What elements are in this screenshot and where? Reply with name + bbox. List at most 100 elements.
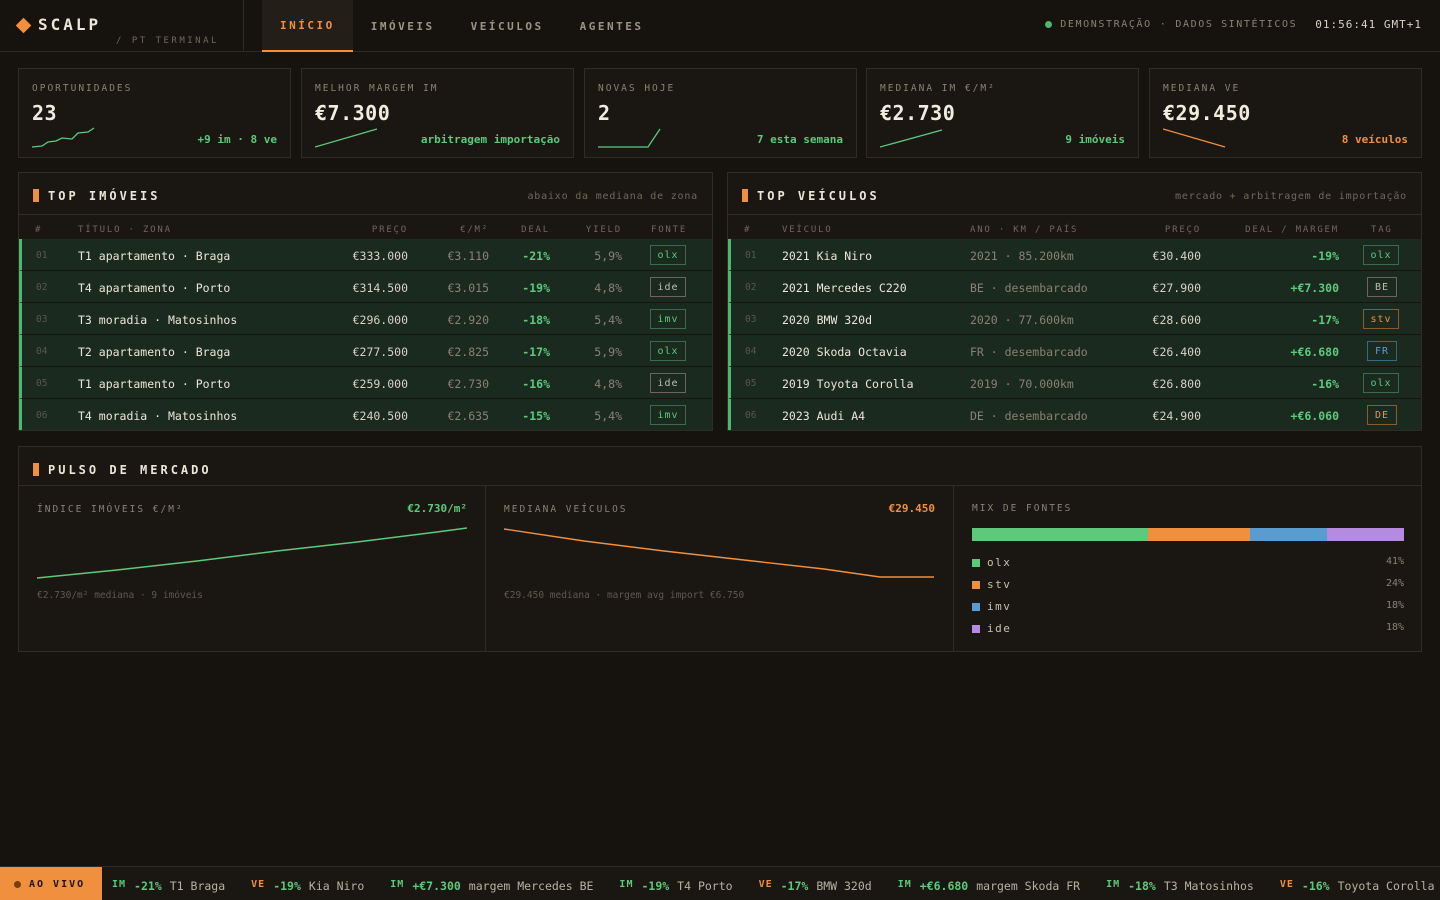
- ticker-item[interactable]: IM -18% T3 Matosinhos: [1106, 879, 1254, 893]
- brand-subtitle: / PT TERMINAL: [116, 36, 219, 46]
- row-deal: -15%: [522, 409, 550, 423]
- table-row[interactable]: 03 2020 BMW 320d 2020 · 77.600km €28.600…: [728, 303, 1421, 335]
- row-index: 02: [745, 282, 757, 293]
- ticker-value: -19%: [641, 879, 670, 893]
- row-price: €26.800: [1152, 377, 1201, 391]
- row-info: BE · desembarcado: [970, 281, 1088, 295]
- ticker-item[interactable]: VE -16% Toyota Corolla: [1280, 879, 1435, 893]
- ticker-kind: VE: [1279, 879, 1294, 890]
- kpi-value: 2: [598, 101, 611, 125]
- legend-pct: 24%: [1385, 578, 1404, 589]
- legend-name: imv: [987, 600, 1012, 613]
- country-tag: DE: [1367, 405, 1397, 425]
- table-row[interactable]: 04 T2 apartamento · Braga €277.500 €2.82…: [19, 335, 712, 367]
- row-index: 06: [36, 410, 48, 421]
- ticker-item[interactable]: VE -19% Kia Niro: [251, 879, 364, 893]
- row-m2: €2.635: [447, 409, 489, 423]
- tab-imoveis[interactable]: IMÓVEIS: [370, 19, 435, 33]
- ticker-item[interactable]: IM +€6.680 margem Skoda FR: [898, 879, 1080, 893]
- mix-segment-stv: [1148, 528, 1250, 541]
- row-index: 02: [36, 282, 48, 293]
- col-tag[interactable]: TAG: [1371, 225, 1393, 235]
- pulse-label: MIX DE FONTES: [972, 503, 1073, 514]
- panel-marker-icon: [33, 189, 39, 202]
- kpi-card-melhor-margem[interactable]: MELHOR MARGEM IM €7.300 arbitragem impor…: [301, 68, 574, 158]
- row-deal: +€6.060: [1290, 409, 1339, 423]
- row-price: €296.000: [352, 313, 408, 327]
- row-deal: -21%: [522, 249, 550, 263]
- ticker-item[interactable]: VE -17% BMW 320d: [759, 879, 872, 893]
- ticker-kind: IM: [112, 879, 127, 890]
- row-info: DE · desembarcado: [970, 409, 1088, 423]
- mix-segment-olx: [972, 528, 1148, 541]
- row-index: 05: [745, 378, 757, 389]
- ticker-track: IM -21% T1 Braga VE -19% Kia Niro IM +€7.300 m…: [112, 879, 1440, 893]
- table-row[interactable]: 04 2020 Skoda Octavia FR · desembarcado …: [728, 335, 1421, 367]
- panel-marker-icon: [33, 463, 39, 476]
- live-badge[interactable]: AO VIVO: [0, 867, 102, 900]
- table-row[interactable]: 01 2021 Kia Niro 2021 · 85.200km €30.400…: [728, 239, 1421, 271]
- kpi-card-oportunidades[interactable]: OPORTUNIDADES 23 +9 im · 8 ve: [18, 68, 291, 158]
- source-tag: ide: [650, 277, 686, 297]
- kpi-value: €7.300: [315, 101, 391, 125]
- row-title: 2020 Skoda Octavia: [782, 345, 907, 359]
- ticker-kind: IM: [619, 879, 634, 890]
- ticker-value: -19%: [273, 879, 301, 893]
- col-preco[interactable]: PREÇO: [1164, 225, 1201, 235]
- col-yield[interactable]: YIELD: [585, 225, 622, 235]
- col-titulo[interactable]: TÍTULO · ZONA: [78, 225, 172, 235]
- col-m2[interactable]: €/M²: [460, 225, 489, 235]
- col-ano-km-pais[interactable]: ANO · KM / PAÍS: [970, 225, 1079, 235]
- mix-legend-item: olx 41%: [972, 556, 1404, 570]
- kpi-note: 9 imóveis: [1065, 133, 1125, 146]
- col-fonte[interactable]: FONTE: [651, 225, 688, 235]
- kpi-note: +9 im · 8 ve: [197, 133, 277, 146]
- table-row[interactable]: 06 T4 moradia · Matosinhos €240.500 €2.6…: [19, 399, 712, 430]
- top-imoveis-panel: TOP IMÓVEIS abaixo da mediana de zona # …: [18, 172, 713, 431]
- source-tag: olx: [1363, 245, 1399, 265]
- brand[interactable]: SCALP / PT TERMINAL: [15, 0, 244, 52]
- source-tag: olx: [650, 341, 686, 361]
- mix-segment-ide: [1327, 528, 1404, 541]
- row-price: €277.500: [352, 345, 408, 359]
- row-info: 2019 · 70.000km: [970, 377, 1074, 391]
- col-preco[interactable]: PREÇO: [371, 225, 408, 235]
- col-veiculo[interactable]: VEÍCULO: [782, 225, 833, 235]
- kpi-card-mediana-ve[interactable]: MEDIANA VE €29.450 8 veículos: [1149, 68, 1422, 158]
- tab-inicio[interactable]: INÍCIO: [262, 0, 353, 52]
- table-row[interactable]: 01 T1 apartamento · Braga €333.000 €3.11…: [19, 239, 712, 271]
- row-yield: 5,4%: [594, 313, 622, 327]
- source-tag: imv: [650, 405, 686, 425]
- tab-veiculos[interactable]: VEÍCULOS: [470, 19, 544, 33]
- status-dot-icon: [1045, 21, 1053, 28]
- table-row[interactable]: 02 T4 apartamento · Porto €314.500 €3.01…: [19, 271, 712, 303]
- row-index: 04: [745, 346, 757, 357]
- table-row[interactable]: 06 2023 Audi A4 DE · desembarcado €24.90…: [728, 399, 1421, 430]
- col-deal-margem[interactable]: DEAL / MARGEM: [1245, 225, 1339, 235]
- panel-title: PULSO DE MERCADO: [48, 463, 212, 477]
- kpi-card-novas-hoje[interactable]: NOVAS HOJE 2 7 esta semana: [584, 68, 857, 158]
- pulse-veiculos: MEDIANA VEÍCULOS €29.450 €29.450 mediana…: [486, 485, 954, 651]
- row-title: T4 moradia · Matosinhos: [78, 409, 238, 423]
- tab-agentes[interactable]: AGENTES: [579, 19, 644, 33]
- table-row[interactable]: 05 T1 apartamento · Porto €259.000 €2.73…: [19, 367, 712, 399]
- kpi-card-mediana-im[interactable]: MEDIANA IM €/M² €2.730 9 imóveis: [866, 68, 1139, 158]
- row-info: FR · desembarcado: [970, 345, 1088, 359]
- ticker-item[interactable]: IM -21% T1 Braga: [112, 879, 225, 893]
- row-deal: +€6.680: [1290, 345, 1339, 359]
- ticker-item[interactable]: IM +€7.300 margem Mercedes BE: [390, 879, 593, 893]
- col-deal[interactable]: DEAL: [521, 225, 550, 235]
- pulse-footnote: €2.730/m² mediana · 9 imóveis: [37, 590, 203, 601]
- row-yield: 5,9%: [594, 345, 622, 359]
- row-deal: -19%: [1311, 249, 1339, 263]
- ticker-value: +€6.680: [919, 879, 969, 893]
- source-tag: olx: [650, 245, 686, 265]
- col-index: #: [35, 225, 43, 235]
- kpi-note: 7 esta semana: [756, 133, 843, 146]
- table-row[interactable]: 02 2021 Mercedes C220 BE · desembarcado …: [728, 271, 1421, 303]
- ticker-value: -21%: [134, 879, 162, 893]
- table-row[interactable]: 03 T3 moradia · Matosinhos €296.000 €2.9…: [19, 303, 712, 335]
- table-row[interactable]: 05 2019 Toyota Corolla 2019 · 70.000km €…: [728, 367, 1421, 399]
- ticker-item[interactable]: IM -19% T4 Porto: [619, 879, 732, 893]
- legend-swatch-icon: [972, 603, 980, 611]
